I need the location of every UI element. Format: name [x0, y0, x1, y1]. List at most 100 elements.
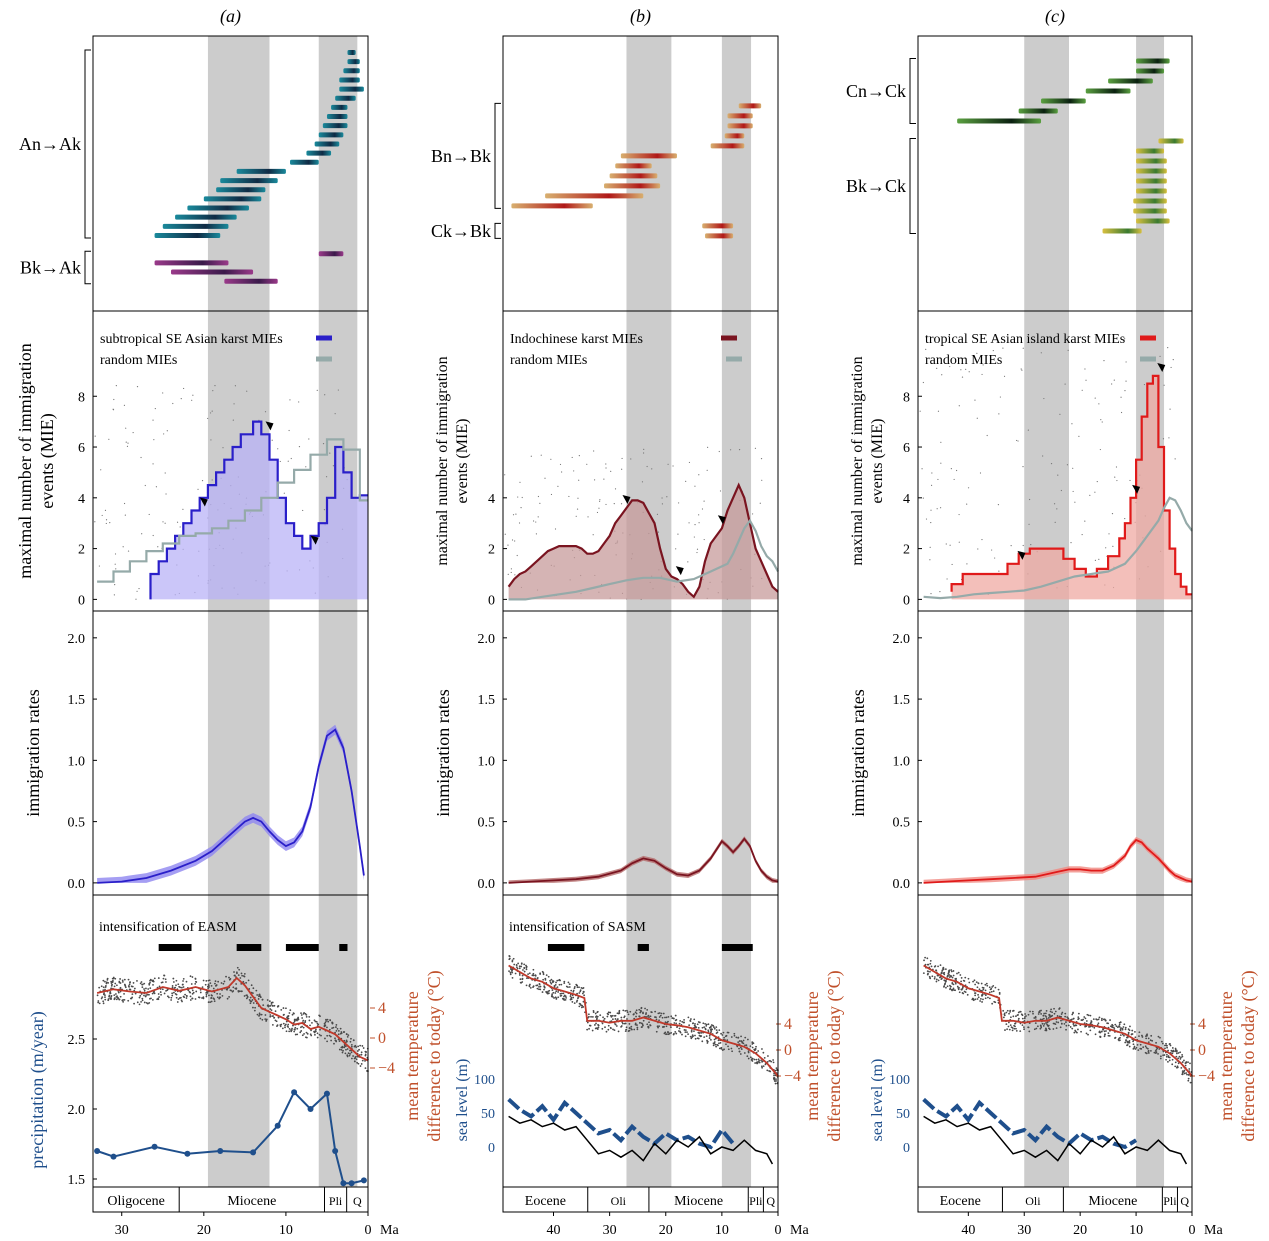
temperature-point [511, 971, 514, 974]
temperature-point [1109, 1019, 1111, 1021]
temperature-point [328, 1028, 331, 1031]
temperature-point [1039, 1018, 1042, 1021]
temperature-point [1007, 1025, 1010, 1028]
mie-dot [599, 500, 601, 502]
temperature-point [667, 1016, 670, 1018]
mie-dot [1067, 349, 1069, 351]
temperature-point [769, 1070, 772, 1073]
mie-dot [571, 456, 573, 459]
temperature-point [279, 1025, 282, 1028]
x-tick-label: 0 [775, 1223, 782, 1238]
temperature-point [346, 1054, 349, 1057]
temperature-point [247, 979, 250, 982]
temperature-point [554, 983, 557, 986]
y-axis-label-right: mean temperature [802, 991, 822, 1120]
temperature-point [603, 1017, 606, 1020]
temperature-point [721, 1034, 724, 1036]
temperature-point [952, 970, 955, 972]
temperature-point [616, 1012, 619, 1015]
mie-dot [992, 349, 994, 352]
temperature-point [1124, 1041, 1127, 1044]
temperature-point [1085, 1032, 1088, 1035]
temperature-point [315, 1028, 317, 1031]
temperature-point [541, 970, 544, 973]
temperature-point [509, 973, 512, 976]
temperature-point [607, 1028, 610, 1031]
temperature-point [1066, 1016, 1069, 1019]
temperature-point [1081, 1019, 1084, 1022]
temperature-point [171, 985, 174, 987]
temperature-point [662, 1012, 665, 1015]
temperature-point [634, 1011, 637, 1014]
temperature-point [293, 1012, 295, 1015]
temperature-point [159, 991, 162, 993]
temperature-point [991, 986, 994, 988]
mie-dot [323, 509, 326, 511]
temperature-point [738, 1047, 740, 1050]
temperature-point [570, 996, 573, 999]
temperature-point [965, 988, 968, 991]
temperature-point [151, 998, 154, 1001]
panel-label: (b) [630, 6, 651, 27]
temperature-point [679, 1030, 681, 1033]
temperature-point [356, 1061, 359, 1064]
temperature-point [576, 984, 579, 987]
temperature-point [195, 981, 198, 983]
mie-dot [1169, 408, 1171, 410]
temperature-point [1024, 1013, 1027, 1015]
temperature-point [1183, 1069, 1186, 1072]
temperature-point [194, 982, 197, 985]
temperature-point [977, 993, 979, 996]
temperature-point [1149, 1039, 1152, 1042]
mie-dot [667, 463, 669, 465]
mie-dot [657, 531, 660, 533]
temperature-point [580, 987, 583, 989]
temperature-point [955, 977, 957, 980]
temperature-point [706, 1039, 708, 1042]
temperature-point [693, 1030, 695, 1033]
arrow-marker [1157, 362, 1166, 372]
temperature-point [939, 964, 942, 967]
mie-dot [1163, 384, 1165, 386]
temperature-point [929, 970, 931, 973]
temperature-point [1130, 1033, 1133, 1036]
temperature-point [185, 995, 188, 997]
temperature-point [943, 973, 946, 976]
temperature-point [1073, 1024, 1076, 1027]
mie-dot [966, 563, 968, 565]
temperature-point [286, 1025, 289, 1028]
temperature-point [1134, 1036, 1137, 1039]
temperature-point [249, 996, 252, 999]
temperature-point [756, 1061, 759, 1063]
temperature-point [519, 978, 522, 981]
temperature-point [254, 1006, 257, 1009]
temperature-point [309, 1024, 311, 1027]
temperature-point [334, 1037, 336, 1040]
temperature-point [162, 977, 165, 980]
temperature-point [626, 1009, 628, 1012]
temperature-point [1171, 1052, 1174, 1055]
temperature-point [133, 987, 136, 990]
temperature-point [1153, 1051, 1156, 1054]
temperature-point [316, 1036, 319, 1039]
temperature-point [636, 1028, 639, 1031]
temperature-point [1142, 1046, 1145, 1049]
temperature-point [947, 972, 950, 974]
mie-dot [1070, 542, 1072, 544]
x-tick-label: 0 [365, 1223, 372, 1238]
temperature-point [945, 986, 947, 989]
mie-dot [519, 481, 521, 483]
mie-dot [958, 405, 960, 407]
mie-dot [1027, 429, 1029, 431]
mie-dot [991, 549, 993, 551]
temperature-point [590, 1015, 592, 1018]
temperature-point [592, 1009, 595, 1012]
temperature-point [175, 996, 178, 999]
mie-dot [504, 533, 506, 535]
temperature-point [967, 977, 970, 980]
temperature-point [982, 998, 984, 1001]
temperature-point [1099, 1036, 1102, 1039]
temperature-point [751, 1041, 754, 1044]
temperature-point [301, 1034, 304, 1037]
temperature-point [110, 996, 113, 998]
